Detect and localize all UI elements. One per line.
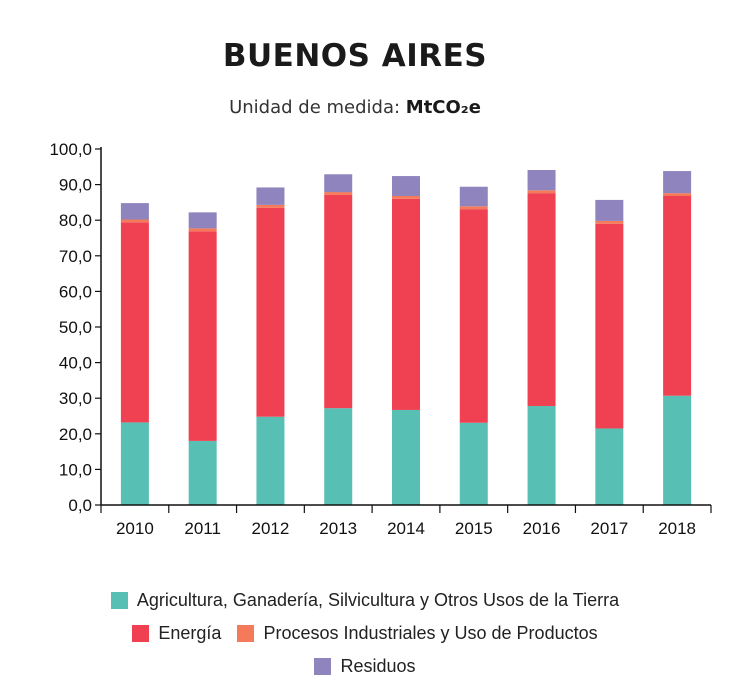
x-tick-label: 2016 [523,519,561,538]
legend-label: Agricultura, Ganadería, Silvicultura y O… [136,590,620,610]
bar-segment-2014-s1 [392,198,420,410]
x-tick-label: 2015 [455,519,493,538]
bar-segment-2010-s3 [120,203,149,220]
x-tick-label: 2018 [658,519,696,538]
legend-swatch [314,658,332,675]
y-tick-label: 30,0 [59,389,92,408]
bar-segment-2012-s3 [256,187,285,205]
legend-label: Residuos [340,656,416,676]
bar-segment-2017-s1 [595,223,624,429]
x-tick-label: 2011 [184,519,221,538]
bar-segment-2016-s3 [527,170,556,191]
bar-segment-2017-s2 [595,220,624,224]
stacked-bar-chart: 0,0 10,0 20,0 30,0 40,0 50,0 60,0 70,0 80,0 90,0 1… [49,140,712,538]
bar-segment-2018-s3 [663,171,692,194]
subtitle-label: Unidad de medida: [229,97,406,118]
bar-segment-2018-s0 [663,395,692,505]
bar-segment-2017-s3 [595,199,624,221]
y-tick-label: 50,0 [59,318,92,337]
y-tick-label: 70,0 [59,247,92,266]
bar-segment-2013-s0 [324,408,353,505]
bar-segment-2010-s1 [120,222,149,423]
bar-segment-2010-s0 [120,422,149,505]
y-tick-label: 40,0 [59,354,92,373]
legend-item-residuos[interactable]: Residuos [314,656,416,677]
y-tick-label: 20,0 [59,425,92,444]
bar-segment-2016-s1 [527,193,556,407]
bar-segment-2015-s1 [459,209,488,423]
bar-segment-2014-s2 [392,195,420,199]
legend-swatch [132,625,150,642]
y-tick-label: 80,0 [59,211,92,230]
bar-segment-2013-s2 [324,192,353,195]
bar-segment-2011-s1 [188,231,217,441]
legend-item-energia[interactable]: Energía [132,623,221,644]
bar-segment-2015-s0 [459,422,488,505]
x-tick-label: 2017 [590,519,628,538]
x-tick-label: 2013 [319,519,357,538]
bar-segment-2018-s1 [663,195,692,396]
bar-segment-2015-s2 [459,206,488,210]
bar-segment-2012-s1 [256,207,285,417]
unit-label: MtCO₂e [405,97,481,118]
legend-label: Procesos Industriales y Uso de Productos [263,623,598,643]
bar-segment-2014-s0 [392,409,420,505]
bar-segment-2016-s2 [527,190,556,194]
bar-segment-2017-s0 [595,428,624,505]
bar-segment-2015-s3 [459,186,488,207]
y-tick-label: 100,0 [49,140,92,159]
bar-segment-2016-s0 [527,406,556,505]
chart-title: BUENOS AIRES [222,38,488,74]
y-tick-label: 10,0 [59,460,92,479]
bar-segment-2011-s0 [188,440,217,505]
chart-subtitle: Unidad de medida: MtCO₂e [0,97,710,118]
bar-segment-2013-s3 [324,174,353,193]
legend-item-agricultura[interactable]: Agricultura, Ganadería, Silvicultura y O… [110,590,620,611]
bar-segment-2013-s1 [324,194,353,409]
bar-segment-2018-s2 [663,193,692,196]
bar-segment-2012-s2 [256,204,285,208]
bar-segment-2012-s0 [256,416,285,505]
x-tick-label: 2012 [252,519,290,538]
x-tick-label: 2010 [116,519,154,538]
y-tick-label: 90,0 [59,176,92,195]
legend-item-procesos[interactable]: Procesos Industriales y Uso de Productos [237,623,598,644]
y-tick-label: 60,0 [59,282,92,301]
chart-legend: Agricultura, Ganadería, Silvicultura y O… [0,584,730,683]
legend-swatch [110,592,128,609]
legend-label: Energía [158,623,222,643]
bar-segment-2011-s2 [188,228,217,232]
x-tick-label: 2014 [387,519,425,538]
bar-segment-2011-s3 [188,212,217,229]
y-tick-label: 0,0 [68,496,92,515]
bar-segment-2010-s2 [120,219,149,223]
bar-segment-2014-s3 [392,176,420,196]
legend-swatch [237,625,255,642]
